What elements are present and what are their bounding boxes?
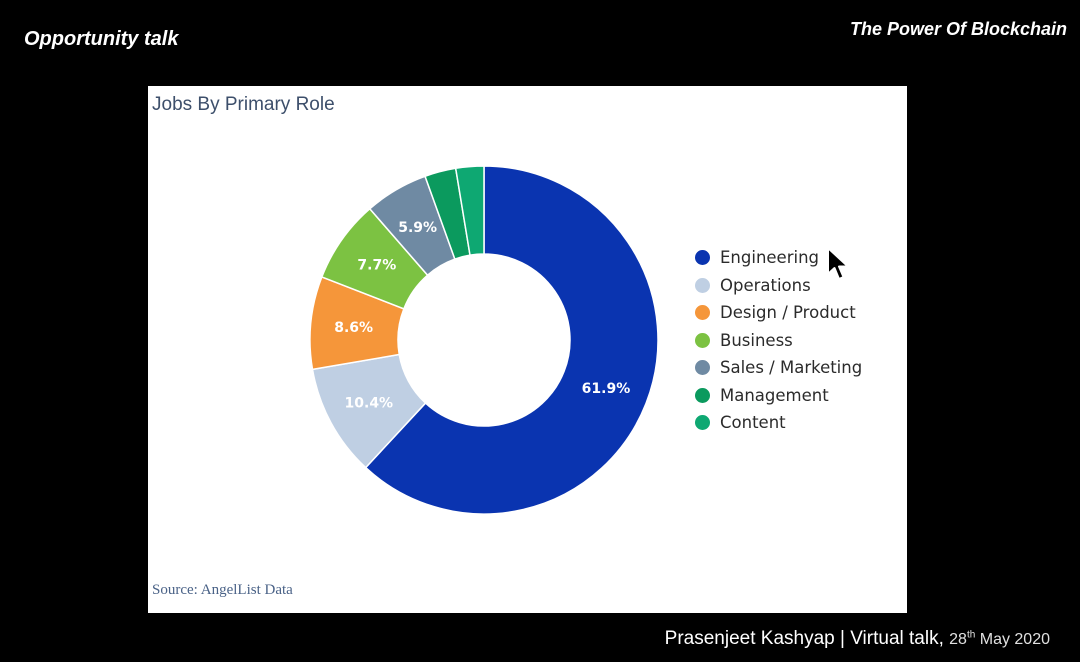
legend-dot-icon <box>695 332 710 348</box>
legend-dot-icon <box>695 305 710 321</box>
legend-item-management[interactable]: Management <box>695 382 862 410</box>
legend-item-engineering[interactable]: Engineering <box>695 244 862 272</box>
legend-item-content[interactable]: Content <box>695 409 862 437</box>
legend-dot-icon <box>695 250 710 266</box>
chart-panel: Jobs By Primary Role 61.9% 10.4% 8.6% 7.7% 5… <box>148 86 907 613</box>
legend-label: Management <box>720 385 829 405</box>
legend-item-design-product[interactable]: Design / Product <box>695 299 862 327</box>
legend-label: Sales / Marketing <box>720 358 863 378</box>
legend-item-business[interactable]: Business <box>695 327 862 355</box>
footer-date: 28th May 2020 <box>949 629 1050 648</box>
footer-date-day: 28 <box>949 631 967 648</box>
slice-label-sales-marketing: 5.9% <box>398 220 437 236</box>
legend-item-sales-marketing[interactable]: Sales / Marketing <box>695 354 862 382</box>
legend-label: Business <box>720 330 793 350</box>
chart-source: Source: AngelList Data <box>152 582 293 598</box>
donut-chart: 61.9% 10.4% 8.6% 7.7% 5.9% <box>309 165 659 515</box>
footer-date-rest: May 2020 <box>979 631 1050 648</box>
footer: Prasenjeet Kashyap | Virtual talk, 28th … <box>665 628 1050 650</box>
legend-label: Engineering <box>720 248 819 268</box>
slice-content[interactable] <box>454 165 485 257</box>
footer-date-suffix: th <box>966 629 976 641</box>
legend-label: Design / Product <box>720 303 856 323</box>
slice-engineering[interactable] <box>364 165 659 515</box>
mouse-pointer-icon <box>827 247 849 280</box>
slice-label-operations: 10.4% <box>345 395 394 411</box>
chart-title: Jobs By Primary Role <box>152 94 335 115</box>
legend-label: Content <box>720 413 786 433</box>
legend-dot-icon <box>695 415 710 431</box>
legend-label: Operations <box>720 275 811 295</box>
chart-legend: Engineering Operations Design / Product Bus… <box>695 244 862 437</box>
legend-dot-icon <box>695 360 710 376</box>
legend-item-operations[interactable]: Operations <box>695 272 862 300</box>
slide-brand: The Power Of Blockchain <box>849 19 1067 39</box>
slice-label-business: 7.7% <box>357 258 396 274</box>
legend-dot-icon <box>695 387 710 403</box>
legend-dot-icon <box>695 277 710 293</box>
slice-label-engineering: 61.9% <box>582 381 631 397</box>
slide-title: Opportunity talk <box>24 28 179 50</box>
footer-name: Prasenjeet Kashyap | Virtual talk, <box>664 628 944 649</box>
slice-label-design-product: 8.6% <box>334 320 373 336</box>
